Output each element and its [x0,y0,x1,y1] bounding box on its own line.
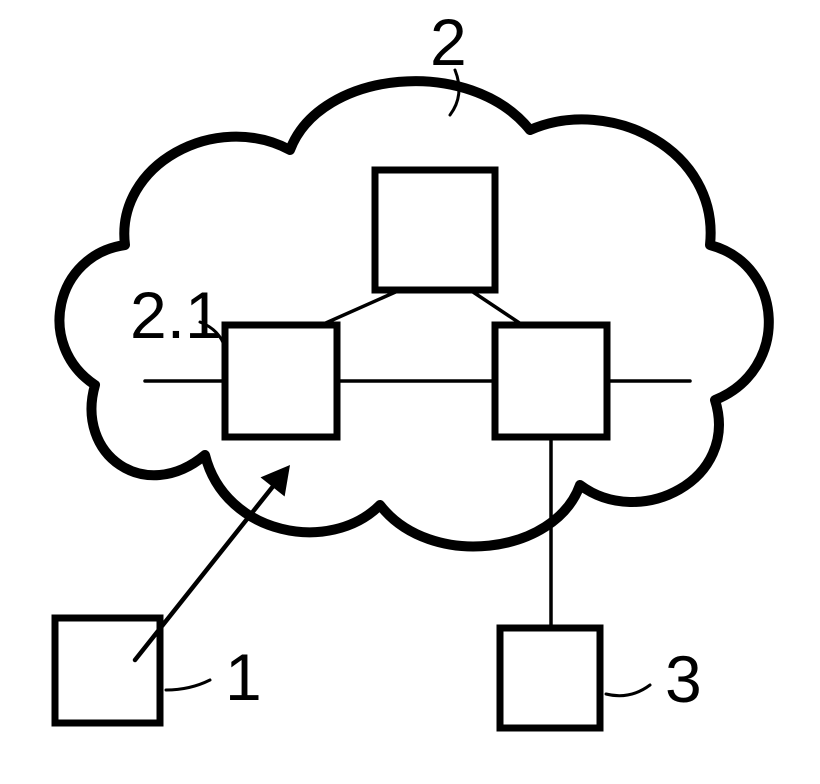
label-l2-1: 2.1 [130,278,222,352]
label-l1: 1 [225,640,262,714]
node-top [375,170,495,290]
label-l2: 2 [430,5,467,79]
label-l3: 3 [665,642,702,716]
node-left [225,325,337,437]
node-outer-left [55,618,160,723]
node-right [495,325,607,437]
node-outer-right [500,628,600,728]
